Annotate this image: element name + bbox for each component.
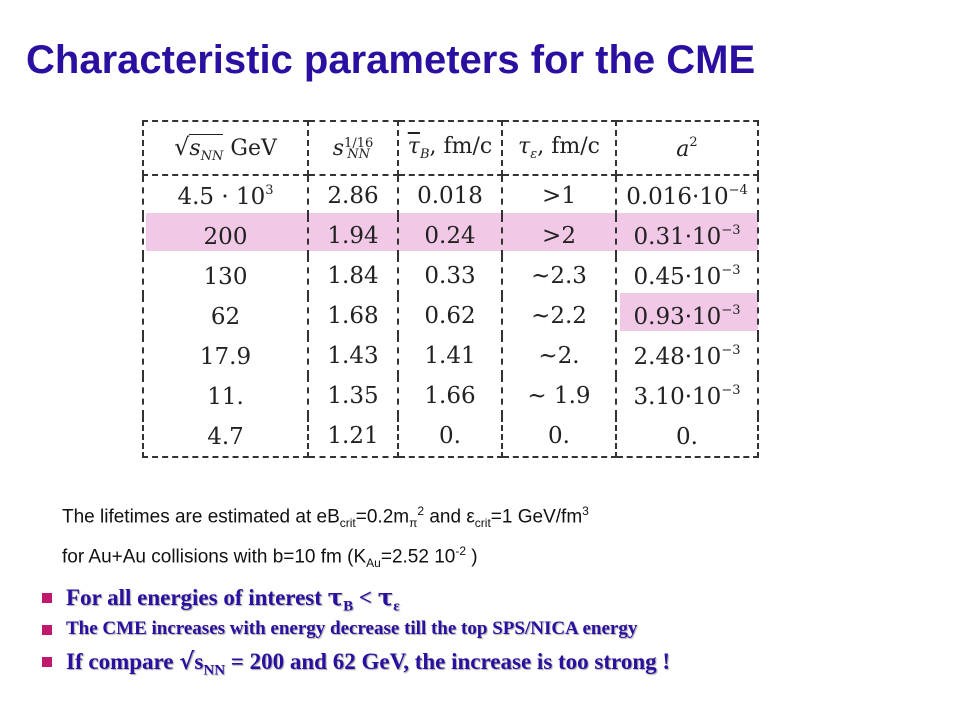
lifetime-note: The lifetimes are estimated at eBcrit=0.… xyxy=(62,497,589,577)
cell-energy: 4.5 · 103 xyxy=(142,175,309,216)
cell-a2: 0.93·10−3 xyxy=(615,296,759,336)
cell-tau-b: 0.62 xyxy=(397,296,503,336)
bullet-square-icon xyxy=(42,625,52,635)
page-title: Characteristic parameters for the CME xyxy=(26,38,756,82)
cell-tau-eps: ~2. xyxy=(501,336,617,376)
cell-tau-b: 1.41 xyxy=(397,336,503,376)
cell-tau-b: 0.24 xyxy=(397,216,503,256)
header-scale: s 1/16 NN xyxy=(307,120,399,176)
cell-a2: 0.016·10−4 xyxy=(615,175,759,216)
note-line-2: for Au+Au collisions with b=10 fm (KAu=2… xyxy=(62,544,478,571)
bullet-square-icon xyxy=(42,657,52,667)
bullet-compare-energies: If compare √sNN = 200 and 62 GeV, the in… xyxy=(40,648,670,682)
cell-scale: 1.21 xyxy=(307,416,399,458)
cell-a2: 3.10·10−3 xyxy=(615,376,759,416)
table-row: 62 1.68 0.62 ~2.2 0.93·10−3 xyxy=(142,296,759,336)
cell-scale: 1.84 xyxy=(307,256,399,296)
bullet-cme-increase: The CME increases with energy decrease t… xyxy=(40,618,670,648)
header-tau-b: τB, fm/c xyxy=(397,120,503,176)
conclusion-bullets: For all energies of interest τB < τε The… xyxy=(40,584,670,682)
parameters-table-container: √sNN GeV s 1/16 NN τB, fm/c τε, fm/c a2 4.… xyxy=(142,120,759,465)
cell-tau-eps: ~ 1.9 xyxy=(501,376,617,416)
cell-tau-eps: 0. xyxy=(501,416,617,458)
cell-a2: 2.48·10−3 xyxy=(615,336,759,376)
cell-tau-b: 1.66 xyxy=(397,376,503,416)
cell-tau-eps: ~2.3 xyxy=(501,256,617,296)
cell-a2: 0.45·10−3 xyxy=(615,256,759,296)
cell-energy: 17.9 xyxy=(142,336,309,376)
header-energy: √sNN GeV xyxy=(142,120,309,176)
cell-energy: 11. xyxy=(142,376,309,416)
table-row: 17.9 1.43 1.41 ~2. 2.48·10−3 xyxy=(142,336,759,376)
table-row: 130 1.84 0.33 ~2.3 0.45·10−3 xyxy=(142,256,759,296)
cell-tau-eps: >2 xyxy=(501,216,617,256)
bullet-energies-of-interest: For all energies of interest τB < τε xyxy=(40,584,670,616)
table-row: 4.5 · 103 2.86 0.018 >1 0.016·10−4 xyxy=(142,175,759,216)
cell-tau-b: 0. xyxy=(397,416,503,458)
header-tau-eps: τε, fm/c xyxy=(501,120,617,176)
cell-scale: 2.86 xyxy=(307,175,399,216)
cell-energy: 62 xyxy=(142,296,309,336)
table-row: 4.7 1.21 0. 0. 0. xyxy=(142,416,759,458)
cell-a2: 0.31·10−3 xyxy=(615,216,759,256)
cell-energy: 200 xyxy=(142,216,309,256)
cell-scale: 1.35 xyxy=(307,376,399,416)
cell-energy: 4.7 xyxy=(142,416,309,458)
cell-tau-b: 0.018 xyxy=(397,175,503,216)
table-row: 200 1.94 0.24 >2 0.31·10−3 xyxy=(142,216,759,256)
header-a2: a2 xyxy=(615,120,759,176)
cell-scale: 1.68 xyxy=(307,296,399,336)
table-row: 11. 1.35 1.66 ~ 1.9 3.10·10−3 xyxy=(142,376,759,416)
table-header-row: √sNN GeV s 1/16 NN τB, fm/c τε, fm/c a2 xyxy=(142,120,759,176)
cell-scale: 1.43 xyxy=(307,336,399,376)
cell-a2: 0. xyxy=(615,416,759,458)
note-line-1: The lifetimes are estimated at eBcrit=0.… xyxy=(62,504,589,531)
cell-tau-eps: ~2.2 xyxy=(501,296,617,336)
cell-tau-eps: >1 xyxy=(501,175,617,216)
bullet-square-icon xyxy=(42,593,52,603)
cell-scale: 1.94 xyxy=(307,216,399,256)
cell-energy: 130 xyxy=(142,256,309,296)
cell-tau-b: 0.33 xyxy=(397,256,503,296)
parameters-table: √sNN GeV s 1/16 NN τB, fm/c τε, fm/c a2 4.… xyxy=(142,120,759,458)
